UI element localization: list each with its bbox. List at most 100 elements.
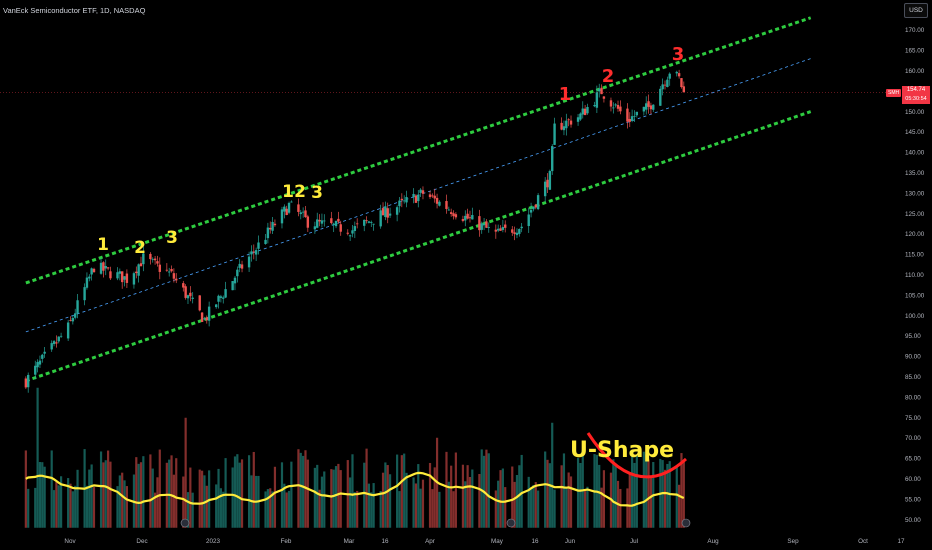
volume-bar <box>562 453 566 528</box>
candle-body <box>266 227 270 239</box>
candle-body <box>513 232 516 234</box>
volume-bar <box>285 492 288 528</box>
candle-body <box>600 87 603 95</box>
wave-count-label: 3 <box>672 44 685 65</box>
candle-body <box>153 258 157 261</box>
volume-bar <box>92 487 96 528</box>
volume-bar <box>184 417 187 528</box>
volume-bar <box>365 448 368 528</box>
volume-bar <box>414 483 418 528</box>
volume-bar <box>649 477 653 528</box>
volume-bar <box>471 469 474 528</box>
volume-bar <box>88 469 91 528</box>
candle-body <box>529 210 533 213</box>
currency-selector[interactable]: USD <box>904 3 928 18</box>
volume-bar <box>123 480 126 528</box>
candle-body <box>41 354 44 359</box>
candle-body <box>501 227 505 230</box>
candle-body <box>386 208 389 218</box>
candle-body <box>452 213 455 217</box>
channel-lower-line <box>25 110 812 383</box>
volume-bar <box>356 490 359 528</box>
volume-bar <box>403 453 406 528</box>
last-price-value: 154.74 <box>902 86 930 95</box>
candle-body <box>301 211 305 213</box>
candle-body <box>395 207 399 215</box>
last-price-tag: SMH 154.74 05:30:54 <box>886 86 932 104</box>
candle-body <box>90 268 93 275</box>
volume-bar <box>576 457 580 528</box>
volume-bar <box>353 492 356 528</box>
volume-bar <box>520 454 523 528</box>
candle-body <box>428 194 432 198</box>
candle-body <box>118 271 122 274</box>
symbol-label: SMH <box>886 89 902 97</box>
volume-bar <box>349 477 352 528</box>
volume-bar <box>313 467 316 528</box>
candle-body <box>652 104 655 110</box>
volume-bar <box>631 450 634 528</box>
volume-bar <box>252 451 255 528</box>
volume-bar <box>236 454 239 528</box>
candle-body <box>59 335 63 337</box>
candle-body <box>254 250 258 255</box>
candle-body <box>109 271 112 279</box>
candle-body <box>165 269 169 271</box>
volume-bar <box>43 466 46 528</box>
volume-bar <box>412 477 415 528</box>
volume-bar <box>546 459 549 528</box>
price-tick-label: 60.00 <box>905 476 921 483</box>
candle-body <box>466 213 469 219</box>
volume-bar <box>494 490 497 528</box>
volume-bar <box>544 451 547 528</box>
candle-body <box>320 220 324 224</box>
price-tick-label: 135.00 <box>905 170 925 177</box>
volume-bar <box>381 472 385 528</box>
volume-bar <box>290 461 293 528</box>
candle-body <box>172 273 176 279</box>
candle-body <box>85 277 89 288</box>
candle-body <box>36 362 39 368</box>
price-tick-label: 85.00 <box>905 374 921 381</box>
candle-body <box>334 220 338 227</box>
candle-body <box>280 209 284 224</box>
price-tick-label: 160.00 <box>905 68 925 75</box>
volume-bar <box>316 464 319 528</box>
volume-bar <box>76 469 79 528</box>
volume-bar <box>537 490 540 528</box>
candle-body <box>478 216 481 231</box>
date-tick-label: May <box>491 538 504 545</box>
volume-bar <box>396 454 399 528</box>
candle-body <box>351 230 354 234</box>
candle-body <box>50 343 53 350</box>
candle-body <box>435 197 439 204</box>
volume-bar <box>532 485 535 528</box>
date-tick-label: 16 <box>381 538 389 545</box>
volume-bar <box>367 483 371 528</box>
candle-body <box>612 107 615 109</box>
volume-bar <box>600 487 603 528</box>
candle-body <box>532 206 535 210</box>
volume-bar <box>222 491 225 528</box>
volume-bar <box>135 457 138 528</box>
volume-bar <box>24 450 27 528</box>
candle-body <box>71 317 75 322</box>
volume-bar <box>50 450 53 528</box>
volume-bar <box>332 469 335 528</box>
volume-bar <box>499 470 502 528</box>
volume-bar <box>663 469 667 528</box>
candle-body <box>151 258 154 260</box>
candle-body <box>586 106 589 114</box>
volume-bar <box>666 463 669 528</box>
price-tick-label: 70.00 <box>905 435 921 442</box>
candle-body <box>323 220 326 222</box>
volume-bar <box>283 483 286 528</box>
volume-bar <box>384 462 387 528</box>
price-tick-label: 125.00 <box>905 211 925 218</box>
date-tick-label: Nov <box>64 538 76 545</box>
candle-body <box>271 221 274 231</box>
volume-bar <box>485 449 488 528</box>
candle-body <box>417 194 420 202</box>
candle-body <box>609 100 613 107</box>
